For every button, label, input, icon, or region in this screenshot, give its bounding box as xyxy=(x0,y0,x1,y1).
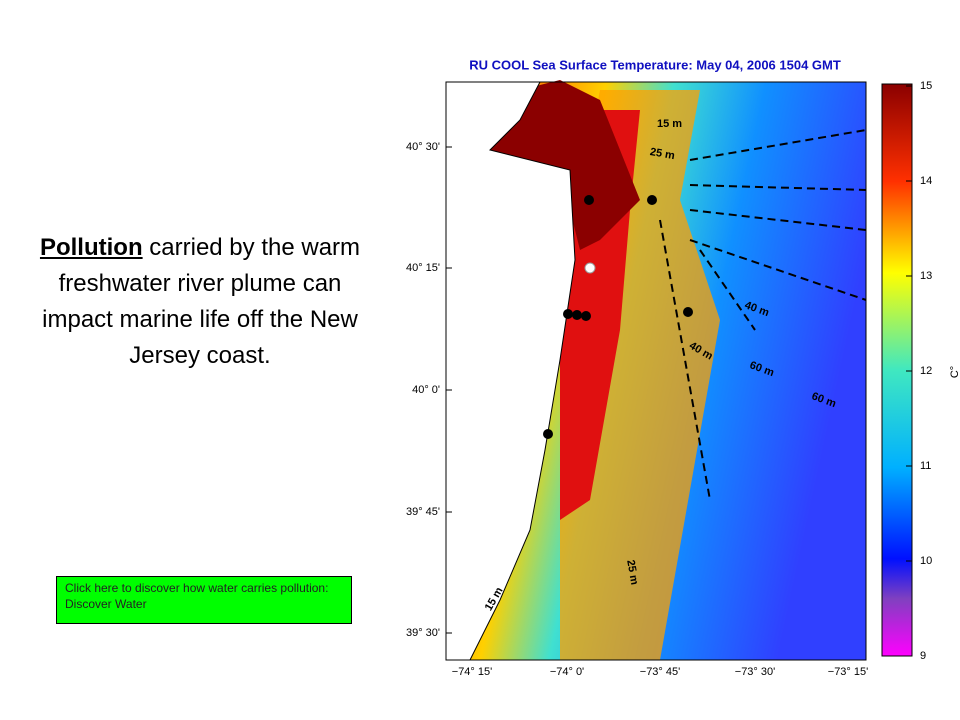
link-button[interactable]: Click here to discover how water carries… xyxy=(56,576,352,624)
body-text: carried by the warm freshwater river plu… xyxy=(42,234,361,369)
lon-label: −73° 30' xyxy=(735,666,775,678)
contour-label: 15 m xyxy=(657,118,682,130)
colorbar-tick-label: 14 xyxy=(920,175,932,187)
lon-label: −74° 0' xyxy=(550,666,584,678)
colorbar-tick-label: 15 xyxy=(920,80,932,92)
map-frame xyxy=(445,81,867,661)
colorbar xyxy=(881,83,913,657)
transects xyxy=(659,129,867,501)
colorbar-tick-label: 12 xyxy=(920,365,932,377)
lon-label: −73° 45' xyxy=(640,666,680,678)
stations xyxy=(543,195,693,439)
lat-label: 39° 30' xyxy=(406,627,440,639)
colorbar-tick-label: 10 xyxy=(920,555,932,567)
colorbar-tick-label: 9 xyxy=(920,650,926,662)
keyword: Pollution xyxy=(39,234,143,261)
lon-label: −74° 15' xyxy=(452,666,492,678)
map-title: RU COOL Sea Surface Temperature: May 04,… xyxy=(469,57,841,72)
river-mouth xyxy=(480,80,640,250)
lat-label: 40° 30' xyxy=(406,141,440,153)
slide-text: Pollution carried by the warm freshwater… xyxy=(30,230,370,374)
contour-label: 25 m xyxy=(649,146,676,162)
colorbar-unit: C° xyxy=(949,366,960,378)
lat-label: 40° 15' xyxy=(406,262,440,274)
colorbar-tick-label: 13 xyxy=(920,270,932,282)
lon-label: −73° 15' xyxy=(828,666,868,678)
lat-label: 39° 45' xyxy=(406,506,440,518)
colorbar-tick-label: 11 xyxy=(920,460,931,472)
lat-label: 40° 0' xyxy=(412,384,440,396)
contour-label: 25 m xyxy=(624,559,640,586)
